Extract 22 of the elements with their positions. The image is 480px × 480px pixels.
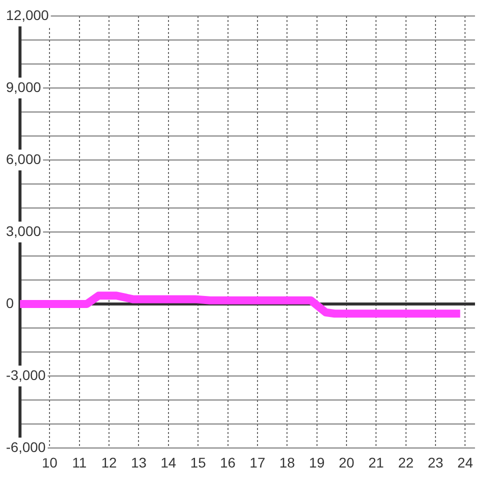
x-tick-label: 10 <box>42 454 58 470</box>
x-tick-label: 23 <box>428 454 444 470</box>
x-tick-label: 22 <box>398 454 414 470</box>
y-tick-label: 0 <box>6 294 14 311</box>
y-tick-label: 6,000 <box>6 150 42 167</box>
x-tick-label: 20 <box>338 454 354 470</box>
y-tick-label: -3,000 <box>6 366 46 383</box>
x-tick-label: 17 <box>250 454 266 470</box>
x-tick-label: 13 <box>130 454 147 470</box>
x-tick-label: 16 <box>220 454 236 470</box>
x-tick-label: 11 <box>72 454 87 470</box>
x-tick-label: 19 <box>309 454 325 470</box>
x-tick-label: 14 <box>160 454 176 470</box>
x-tick-label: 12 <box>101 454 118 470</box>
x-tick-label: 15 <box>190 454 206 470</box>
x-tick-label: 24 <box>457 454 474 470</box>
y-tick-label: -6,000 <box>6 438 46 455</box>
x-tick-label: 21 <box>368 454 384 470</box>
y-tick-label: 3,000 <box>6 222 42 239</box>
y-tick-label: 12,000 <box>6 6 50 23</box>
x-tick-label: 18 <box>279 454 296 470</box>
y-tick-label: 9,000 <box>6 78 42 95</box>
